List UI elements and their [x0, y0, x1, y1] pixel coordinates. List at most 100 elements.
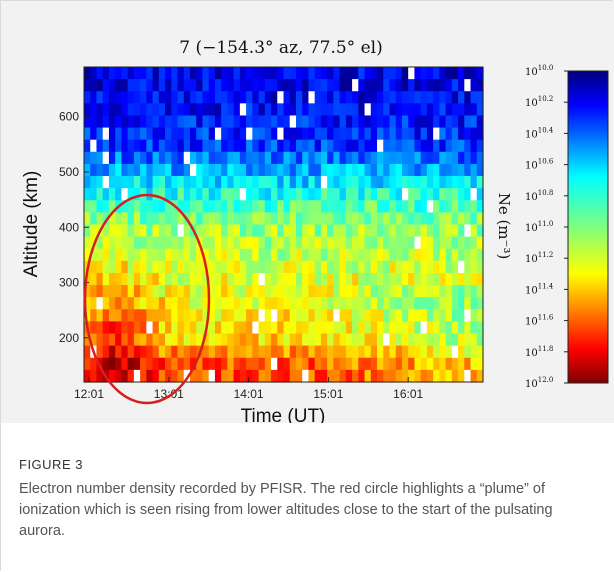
- heatmap-cell: [333, 176, 341, 189]
- heatmap-cell: [470, 79, 478, 92]
- heatmap-cell: [370, 200, 378, 213]
- heatmap-cell: [264, 285, 272, 298]
- heatmap-cell: [414, 139, 422, 153]
- heatmap-cell: [420, 151, 428, 165]
- heatmap-cell: [140, 357, 147, 371]
- heatmap-cell: [171, 236, 179, 250]
- heatmap-cell: [127, 357, 135, 371]
- heatmap-cell: [127, 369, 135, 383]
- heatmap-cell: [308, 67, 316, 80]
- heatmap-cell: [140, 103, 147, 117]
- heatmap-cell: [339, 333, 347, 347]
- heatmap-cell: [414, 188, 422, 201]
- heatmap-cell: [476, 236, 484, 250]
- heatmap-cell: [221, 285, 228, 298]
- heatmap-cell: [451, 79, 459, 92]
- heatmap-cell: [183, 91, 191, 104]
- heatmap-cell: [84, 163, 91, 177]
- heatmap-cell: [433, 176, 440, 189]
- heatmap-cell: [277, 176, 285, 189]
- heatmap-cell: [370, 127, 378, 141]
- heatmap-cell: [445, 188, 453, 201]
- heatmap-cell: [358, 176, 366, 189]
- heatmap-cell: [408, 248, 416, 262]
- heatmap-cell: [158, 212, 166, 226]
- heatmap-cell: [165, 248, 172, 262]
- heatmap-cell: [389, 345, 397, 359]
- heatmap-cell: [202, 297, 210, 310]
- heatmap-cell: [401, 321, 409, 335]
- heatmap-cell: [333, 163, 341, 177]
- heatmap-cell: [289, 248, 297, 262]
- heatmap-cell: [152, 163, 160, 177]
- heatmap-cell: [308, 297, 316, 310]
- heatmap-cell: [408, 297, 416, 310]
- y-tick-label: 500: [59, 165, 79, 179]
- heatmap-cell: [470, 151, 478, 165]
- heatmap-cell: [214, 345, 222, 359]
- heatmap-cell: [395, 79, 403, 92]
- heatmap-cell: [121, 139, 129, 153]
- heatmap-cell: [377, 212, 384, 226]
- heatmap-cell: [370, 309, 378, 323]
- heatmap-cell: [339, 272, 347, 286]
- heatmap-cell: [314, 163, 322, 177]
- heatmap-cell: [408, 236, 416, 250]
- heatmap-cell: [96, 127, 104, 141]
- heatmap-cell: [233, 248, 241, 262]
- heatmap-cell: [90, 91, 98, 104]
- heatmap-cell: [165, 260, 172, 274]
- heatmap-cell: [320, 285, 328, 298]
- heatmap-cell: [445, 272, 453, 286]
- heatmap-cell: [358, 200, 366, 213]
- heatmap-cell: [433, 309, 440, 323]
- heatmap-cell: [433, 188, 440, 201]
- heatmap-cell: [445, 151, 453, 165]
- heatmap-cell: [433, 297, 440, 310]
- heatmap-cell: [196, 127, 204, 141]
- heatmap-cell: [352, 127, 359, 141]
- heatmap-cells: [84, 67, 484, 383]
- heatmap-cell: [158, 285, 166, 298]
- heatmap-cell: [320, 212, 328, 226]
- heatmap-cell: [445, 369, 453, 383]
- heatmap-cell: [221, 212, 228, 226]
- heatmap-cell: [246, 127, 253, 141]
- heatmap-cell: [252, 163, 260, 177]
- heatmap-cell: [108, 79, 116, 92]
- heatmap-cell: [414, 115, 422, 129]
- heatmap-cell: [121, 67, 129, 80]
- heatmap-cell: [90, 321, 98, 335]
- heatmap-cell: [314, 236, 322, 250]
- heatmap-cell: [370, 248, 378, 262]
- heatmap-cell: [208, 67, 216, 80]
- heatmap-cell: [451, 369, 459, 383]
- heatmap-cell: [165, 345, 172, 359]
- heatmap-cell: [377, 151, 384, 165]
- heatmap-cell: [433, 103, 440, 117]
- heatmap-cell: [202, 285, 210, 298]
- heatmap-cell: [121, 163, 129, 177]
- heatmap-cell: [189, 103, 197, 117]
- heatmap-cell: [389, 224, 397, 238]
- heatmap-cell: [464, 297, 472, 310]
- heatmap-cell: [458, 115, 465, 129]
- heatmap-cell: [414, 127, 422, 141]
- heatmap-cell: [364, 248, 372, 262]
- heatmap-cell: [140, 309, 147, 323]
- heatmap-cell: [339, 309, 347, 323]
- heatmap-cell: [158, 260, 166, 274]
- heatmap-cell: [121, 248, 129, 262]
- heatmap-cell: [227, 248, 235, 262]
- heatmap-cell: [352, 139, 359, 153]
- heatmap-cell: [295, 285, 303, 298]
- heatmap-cell: [370, 115, 378, 129]
- heatmap-cell: [395, 272, 403, 286]
- heatmap-cell: [364, 285, 372, 298]
- heatmap-cell: [370, 297, 378, 310]
- heatmap-cell: [183, 260, 191, 274]
- heatmap-cell: [364, 333, 372, 347]
- heatmap-cell: [339, 236, 347, 250]
- heatmap-cell: [202, 79, 210, 92]
- heatmap-cell: [339, 115, 347, 129]
